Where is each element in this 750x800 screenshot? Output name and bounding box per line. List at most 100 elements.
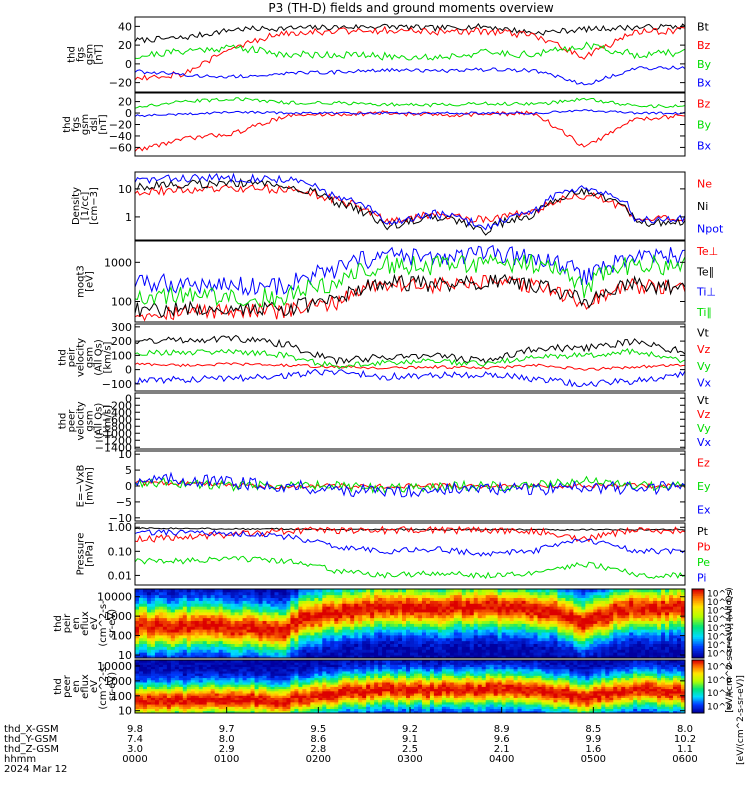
heatmap-cell (174, 600, 180, 604)
heatmap-cell (633, 612, 638, 616)
heatmap-cell (198, 594, 204, 599)
heatmap-cell (441, 623, 447, 627)
heatmap-cell (374, 690, 379, 694)
heatmap-cell (294, 606, 299, 610)
heatmap-cell (350, 690, 355, 694)
heatmap-cell (398, 655, 403, 659)
heatmap-cell (262, 701, 267, 705)
heatmap-cell (533, 594, 538, 599)
heatmap-cell (326, 614, 331, 619)
heatmap-cell (330, 675, 335, 679)
heatmap-cell (206, 686, 212, 690)
heatmap-cell (162, 612, 168, 616)
heatmap-cell (497, 626, 503, 630)
heatmap-cell (433, 629, 439, 633)
heatmap-cell (334, 686, 339, 690)
heatmap-cell (286, 673, 291, 676)
heatmap-cell (374, 623, 379, 627)
heatmap-cell (330, 652, 335, 656)
heatmap-cell (214, 701, 220, 705)
heatmap-cell (274, 704, 279, 707)
heatmap-cell (302, 679, 307, 683)
heatmap-cell (362, 649, 367, 653)
heatmap-cell (342, 632, 347, 636)
heatmap-cell (601, 609, 606, 613)
heatmap-cell (178, 693, 184, 696)
heatmap-cell (617, 626, 622, 630)
heatmap-cell (170, 701, 176, 705)
heatmap-cell (322, 704, 327, 707)
heatmap-cell (661, 626, 666, 630)
heatmap-cell (250, 664, 255, 668)
heatmap-cell (238, 589, 244, 593)
heatmap-cell (529, 632, 534, 636)
heatmap-cell (142, 629, 148, 633)
heatmap-cell (354, 695, 359, 698)
heatmap-cell (493, 617, 499, 622)
heatmap-cell (445, 632, 451, 636)
heatmap-cell (350, 673, 355, 676)
heatmap-cell (342, 643, 347, 647)
heatmap-cell (278, 708, 283, 712)
heatmap-cell (497, 614, 503, 619)
heatmap-cell (238, 688, 244, 692)
heatmap-cell (306, 690, 311, 694)
heatmap-cell (262, 626, 267, 630)
heatmap-cell (521, 646, 526, 650)
heatmap-cell (481, 655, 487, 659)
heatmap-cell (565, 626, 570, 630)
heatmap-cell (350, 614, 355, 619)
heatmap-cell (473, 640, 479, 645)
heatmap-cell (441, 649, 447, 653)
heatmap-cell (262, 609, 267, 613)
heatmap-cell (206, 626, 212, 630)
heatmap-cell (334, 609, 339, 613)
heatmap-cell (150, 706, 156, 709)
heatmap-cell (186, 686, 192, 690)
heatmap-cell (190, 684, 196, 687)
heatmap-cell (190, 597, 196, 601)
heatmap-cell (525, 629, 530, 633)
heatmap-cell (246, 675, 251, 679)
heatmap-cell (218, 686, 224, 690)
heatmap-cell (382, 617, 387, 622)
heatmap-cell (282, 660, 287, 663)
heatmap-cell (190, 660, 196, 663)
heatmap-cell (254, 664, 259, 668)
heatmap-cell (262, 632, 267, 636)
heatmap-cell (625, 655, 630, 659)
heatmap-cell (637, 626, 642, 630)
heatmap-cell (346, 693, 351, 696)
heatmap-cell (465, 652, 471, 656)
heatmap-cell (234, 684, 240, 687)
heatmap-cell (202, 660, 208, 663)
heatmap-cell (218, 617, 224, 622)
heatmap-cell (135, 600, 140, 604)
heatmap-cell (350, 629, 355, 633)
heatmap-cell (326, 699, 331, 703)
heatmap-cell (190, 695, 196, 698)
heatmap-cell (362, 699, 367, 703)
heatmap-cell (366, 655, 371, 659)
heatmap-cell (621, 600, 626, 604)
heatmap-cell (593, 589, 598, 593)
heatmap-cell (585, 612, 590, 616)
heatmap-cell (318, 682, 323, 685)
heatmap-cell (681, 643, 686, 647)
heatmap-cell (613, 640, 618, 645)
heatmap-cell (334, 637, 339, 642)
heatmap-cell (593, 603, 598, 607)
heatmap-cell (449, 597, 455, 601)
heatmap-cell (254, 708, 259, 712)
heatmap-cell (290, 591, 295, 596)
y-axis-label-line: [km/s] (103, 341, 114, 373)
heatmap-cell (266, 609, 271, 613)
heatmap-cell (521, 614, 526, 619)
heatmap-cell (413, 612, 419, 616)
heatmap-cell (282, 664, 287, 668)
heatmap-cell (314, 695, 319, 698)
heatmap-cell (489, 646, 495, 650)
heatmap-cell (262, 668, 267, 672)
heatmap-cell (665, 652, 670, 656)
heatmap-cell (613, 649, 618, 653)
